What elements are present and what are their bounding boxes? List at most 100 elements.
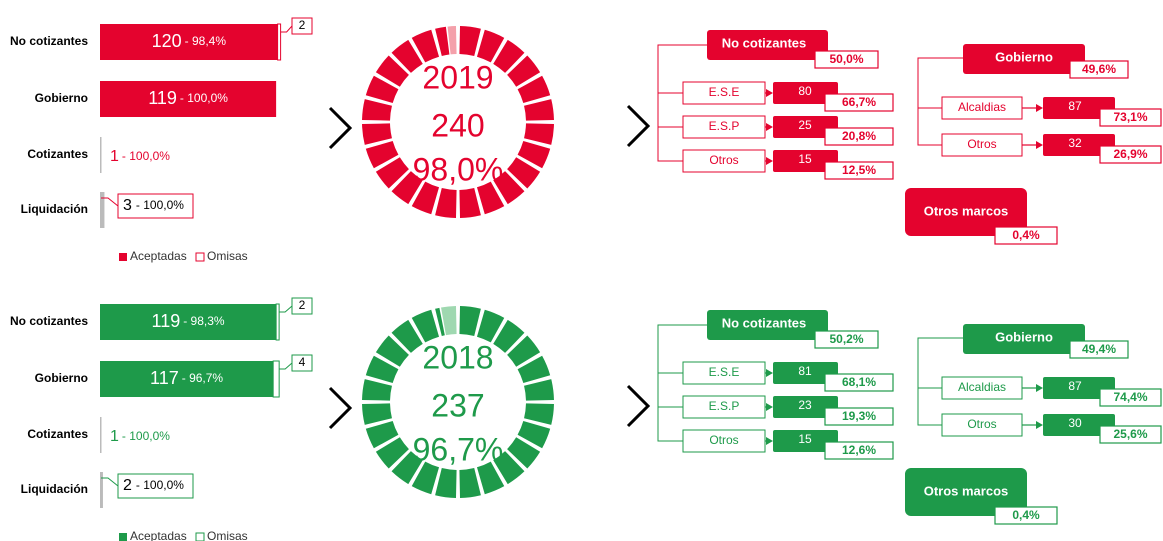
bar-share: - 98,4% (185, 34, 227, 48)
value-label: 15 (798, 152, 812, 166)
accepted-bar (100, 81, 277, 117)
value-label: 30 (1068, 416, 1082, 430)
arrow-head (1036, 141, 1043, 149)
bar-value: 1 (110, 428, 119, 445)
label-box (117, 193, 194, 219)
accepted-bar (100, 24, 278, 60)
callout (279, 362, 293, 370)
bar-value: 119 (152, 311, 181, 331)
donut-segment (493, 171, 525, 205)
donut-segment (524, 99, 554, 121)
share-box (824, 161, 894, 180)
donut-year: 2018 (422, 339, 493, 375)
donut-segment (391, 451, 423, 485)
root-node (707, 30, 828, 60)
donut-segment (507, 55, 541, 87)
share-label: 12,5% (842, 163, 876, 177)
value-node (773, 116, 838, 138)
callout (279, 305, 293, 313)
share-box (824, 93, 894, 112)
root-label: Otros marcos (924, 483, 1009, 498)
share-label: 73,1% (1113, 110, 1147, 124)
share-box (824, 441, 894, 460)
omitted-box (291, 354, 313, 372)
child-label: Otros (967, 137, 996, 151)
share-box (994, 226, 1058, 245)
callout (101, 197, 119, 207)
donut-segment (375, 157, 409, 189)
omitted-bar (272, 360, 280, 398)
legend-swatch (119, 253, 127, 261)
donut-segment (476, 461, 505, 495)
value-node (1043, 134, 1115, 156)
donut-total: 237 (431, 387, 484, 423)
callout (280, 25, 293, 33)
donut-segment (507, 437, 541, 469)
donut-segment (435, 188, 457, 218)
legend-label: Aceptadas (130, 529, 187, 541)
accepted-bar (100, 361, 274, 397)
root-node (963, 324, 1085, 354)
donut-segment (362, 379, 392, 401)
arrow-head (766, 157, 773, 165)
share-label: 68,1% (842, 375, 876, 389)
bar-category: No cotizantes (10, 34, 88, 48)
donut-segment (365, 355, 399, 384)
share-label: 25,6% (1113, 427, 1147, 441)
bar-share: - 100,0% (122, 429, 170, 443)
share-box (1099, 388, 1162, 407)
donut-segment (391, 319, 423, 353)
arrow-head (766, 437, 773, 445)
donut-segment (507, 335, 541, 367)
legend-swatch (195, 252, 205, 262)
donut-segment (459, 468, 481, 498)
bar-category: No cotizantes (10, 314, 88, 328)
omitted-box (291, 297, 313, 315)
donut-segment (365, 420, 399, 449)
share-box (824, 407, 894, 426)
share-label: 26,9% (1113, 147, 1147, 161)
value-label: 32 (1068, 136, 1082, 150)
chevron (626, 384, 651, 428)
share-label: 74,4% (1113, 390, 1147, 404)
donut-segment (524, 123, 554, 145)
root-node (963, 44, 1085, 74)
value-node (773, 430, 838, 452)
bar-value: 2 (123, 477, 132, 494)
share-label: 49,6% (1082, 62, 1116, 76)
bar-share: - 100,0% (136, 198, 184, 212)
arrow-head (766, 123, 773, 131)
arrow-head (766, 89, 773, 97)
child-label: Alcaldias (958, 100, 1006, 114)
donut-segment (517, 140, 551, 169)
value-node (1043, 97, 1115, 119)
legend-label: Omisas (207, 249, 248, 263)
share-box (1099, 108, 1162, 127)
accepted-bar (100, 192, 105, 228)
donut-segment (411, 181, 440, 215)
donut-segment (524, 403, 554, 425)
bar-label: 1- 100,0% (110, 148, 170, 165)
root-label: Gobierno (995, 329, 1053, 344)
bar-value: 3 (123, 197, 132, 214)
donut-segment (493, 451, 525, 485)
share-box (824, 127, 894, 146)
donut-segment (524, 379, 554, 401)
donut-segment (411, 461, 440, 495)
legend-swatch (119, 533, 127, 541)
bar-category: Gobierno (35, 91, 88, 105)
accepted-bar (100, 137, 102, 173)
bar-share: - 98,3% (183, 314, 225, 328)
arrow-head (1036, 104, 1043, 112)
arrow-head (1036, 384, 1043, 392)
omitted-label: 2 (299, 298, 306, 312)
donut-segment (459, 188, 481, 218)
donut-segment (476, 181, 505, 215)
bar-category: Liquidación (21, 202, 88, 216)
donut-segment (459, 26, 481, 56)
bar-label: 1- 100,0% (110, 428, 170, 445)
share-label: 0,4% (1012, 228, 1040, 242)
value-node (1043, 377, 1115, 399)
bar-label: 2 - 100,0% (123, 477, 184, 494)
